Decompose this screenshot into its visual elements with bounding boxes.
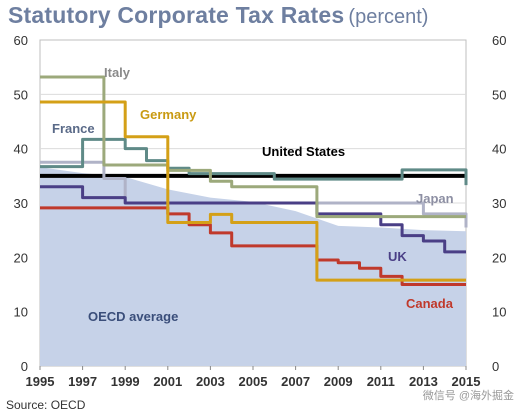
canada-series-line (40, 206, 466, 286)
x-tick-label: 2003 (196, 374, 225, 389)
y-tick-label-right: 50 (492, 87, 506, 102)
x-tick-label: 2001 (153, 374, 182, 389)
y-tick-label-left: 50 (14, 87, 28, 102)
france-label: France (52, 121, 95, 136)
x-tick-label: 1999 (111, 374, 140, 389)
title-text: Statutory Corporate Tax Rates (8, 2, 345, 28)
x-tick-label: 2013 (409, 374, 438, 389)
x-tick-label: 2007 (281, 374, 310, 389)
y-tick-label-right: 0 (492, 359, 499, 374)
france-series-line (40, 137, 468, 186)
uk-series-line (40, 185, 466, 254)
y-tick-label-left: 20 (14, 250, 28, 265)
italy-series-line (40, 75, 466, 219)
y-tick-label-right: 30 (492, 196, 506, 211)
united-states-label: United States (262, 144, 345, 159)
y-tick-label-left: 60 (14, 33, 28, 48)
source-note: Source: OECD (6, 398, 86, 412)
y-tick-label-left: 30 (14, 196, 28, 211)
oecd-average-label: OECD average (88, 309, 178, 324)
title-unit: (percent) (348, 6, 429, 28)
y-tick-label-right: 20 (492, 250, 506, 265)
watermark: 微信号 @海外掘金 (422, 390, 514, 402)
japan-label: Japan (416, 191, 454, 206)
x-tick-label: 1997 (68, 374, 97, 389)
germany-label: Germany (140, 107, 197, 122)
y-tick-label-left: 40 (14, 142, 28, 157)
chart-title: Statutory Corporate Tax Rates (percent) (8, 2, 428, 29)
y-tick-label-left: 0 (21, 359, 28, 374)
x-tick-label: 1995 (26, 374, 55, 389)
y-tick-label-right: 40 (492, 142, 506, 157)
x-tick-label: 2005 (239, 374, 268, 389)
oecd-average-area (40, 167, 466, 366)
canada-label: Canada (406, 296, 454, 311)
germany-series-line (40, 100, 466, 282)
x-tick-label: 2009 (324, 374, 353, 389)
y-tick-label-right: 10 (492, 305, 506, 320)
x-tick-label: 2015 (452, 374, 481, 389)
y-tick-label-right: 60 (492, 33, 506, 48)
uk-label: UK (388, 249, 407, 264)
y-tick-label-left: 10 (14, 305, 28, 320)
italy-label: Italy (104, 65, 131, 80)
x-tick-label: 2011 (367, 374, 395, 389)
